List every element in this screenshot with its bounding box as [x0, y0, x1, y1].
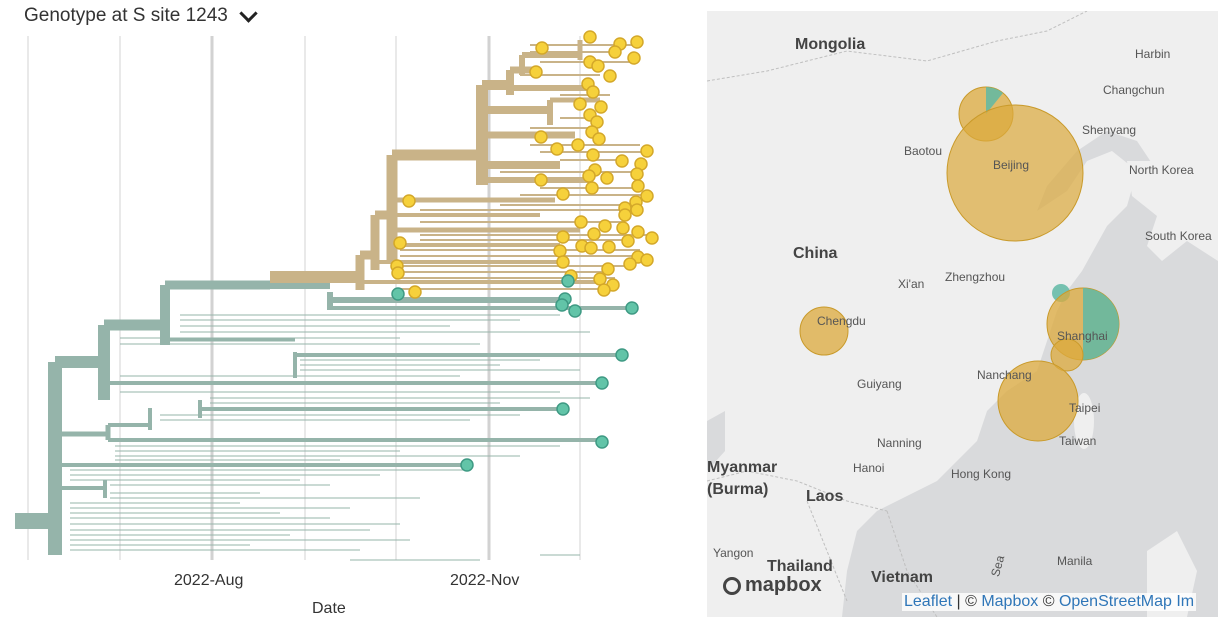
place-harbin: Harbin [1135, 47, 1171, 61]
place-laos: Laos [806, 488, 844, 505]
place-vietnam: Vietnam [871, 569, 933, 586]
color-by-dropdown[interactable]: Genotype at S site 1243 [18, 2, 261, 30]
tree-panel: Genotype at S site 1243 2022-Aug 2022-No… [0, 0, 700, 623]
tree-tips-yellow[interactable] [390, 30, 659, 299]
mapbox-logo-icon [723, 576, 741, 595]
place-taiwan: Taiwan [1059, 434, 1097, 448]
mapbox-logo-text: mapbox [745, 574, 822, 596]
map-panel[interactable]: Mongolia Harbin Changchun Shenyang Baoto… [707, 11, 1218, 617]
place-manila: Manila [1057, 554, 1093, 568]
axis-title: Date [312, 600, 346, 617]
place-myanmar: Myanmar [707, 459, 778, 476]
place-guiyang: Guiyang [857, 377, 902, 391]
mapbox-logo[interactable]: mapbox [723, 574, 822, 597]
place-zhengzhou: Zhengzhou [945, 270, 1006, 284]
openstreetmap-link[interactable]: OpenStreetMap [1058, 593, 1172, 610]
tree-tips-teal[interactable] [391, 274, 639, 472]
tick-label-nov: 2022-Nov [450, 572, 520, 589]
attribution-sep-1: | © [952, 593, 982, 610]
map-canvas[interactable] [707, 11, 1218, 617]
map-markers[interactable] [799, 86, 1120, 442]
place-south-korea: South Korea [1145, 229, 1212, 243]
place-hong-kong: Hong Kong [951, 467, 1012, 481]
place-north-korea: North Korea [1129, 163, 1194, 177]
place-shenyang: Shenyang [1082, 123, 1137, 137]
tree-branches-base [15, 280, 632, 555]
place-beijing: Beijing [993, 158, 1030, 172]
map-attribution: Leaflet | © Mapbox © OpenStreetMap Im [902, 593, 1197, 611]
place-changchun: Changchun [1103, 83, 1165, 97]
chevron-down-icon [239, 4, 258, 23]
place-yangon: Yangon [713, 546, 754, 560]
place-thailand: Thailand [767, 558, 833, 575]
color-by-label: Genotype at S site 1243 [24, 5, 228, 26]
mapbox-link[interactable]: Mapbox [981, 593, 1039, 610]
tree-branches-clade [270, 40, 600, 290]
tree-leaves-base [70, 314, 590, 561]
taiwan-land [1074, 393, 1094, 449]
korea-land [1127, 161, 1197, 261]
tick-label-aug: 2022-Aug [174, 572, 244, 589]
phylogenetic-tree[interactable] [0, 0, 700, 623]
place-shanghai: Shanghai [1057, 329, 1108, 343]
map-water [707, 131, 1218, 617]
leaflet-link[interactable]: Leaflet [904, 593, 953, 610]
place-mongolia: Mongolia [795, 36, 866, 53]
place-china: China [793, 245, 838, 262]
place-nanning: Nanning [877, 436, 922, 450]
place-baotou: Baotou [904, 144, 943, 158]
place-xian: Xi'an [898, 277, 925, 291]
attribution-sep-2: © [1038, 593, 1059, 610]
place-nanchang: Nanchang [977, 368, 1032, 382]
place-taipei: Taipei [1069, 401, 1101, 415]
improve-map-link[interactable]: Im [1176, 593, 1195, 610]
place-burma: (Burma) [707, 481, 769, 498]
map-borders [707, 11, 1088, 617]
place-chengdu: Chengdu [817, 314, 866, 328]
place-hanoi: Hanoi [853, 461, 885, 475]
